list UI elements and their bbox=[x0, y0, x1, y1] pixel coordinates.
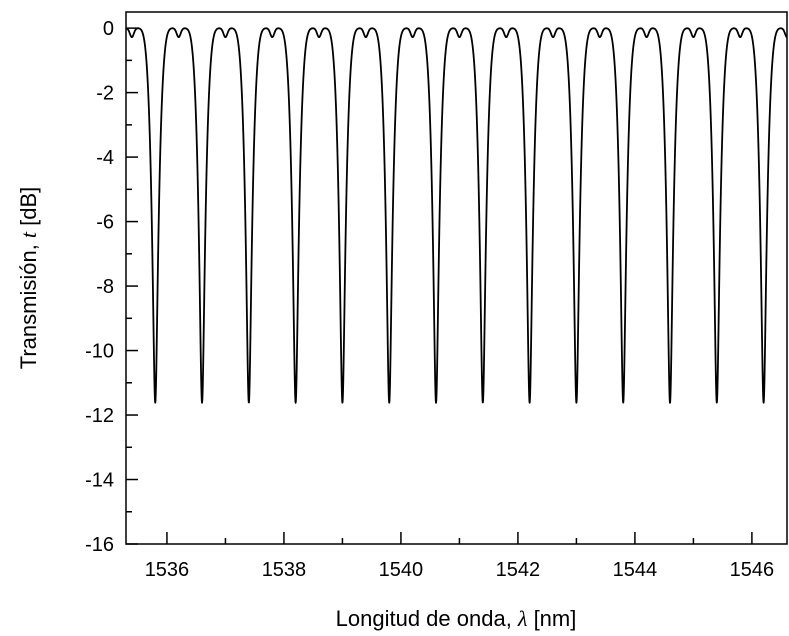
x-axis-title-text: Longitud de onda, bbox=[336, 606, 518, 631]
y-axis-title-unit: [dB] bbox=[16, 187, 41, 232]
y-axis-title: Transmisión, t [dB] bbox=[16, 187, 41, 370]
series-layer bbox=[125, 27, 788, 525]
y-tick-label: -14 bbox=[85, 470, 114, 492]
x-tick-label: 1536 bbox=[145, 559, 190, 581]
x-tick-label: 1542 bbox=[496, 559, 541, 581]
x-tick-label: 1546 bbox=[730, 559, 775, 581]
y-tick-label: -16 bbox=[85, 534, 114, 556]
y-tick-label: -6 bbox=[96, 212, 114, 234]
y-tick-label: -10 bbox=[85, 341, 114, 363]
transmission-series-line bbox=[125, 27, 788, 404]
x-tick-label: 1544 bbox=[613, 559, 658, 581]
plot-frame bbox=[125, 11, 788, 545]
y-tick-label: -12 bbox=[85, 405, 114, 427]
x-tick-label: 1538 bbox=[262, 559, 307, 581]
x-axis-title: Longitud de onda, λ [nm] bbox=[336, 606, 577, 631]
y-axis-title-text: Transmisión, bbox=[16, 238, 41, 369]
y-axis-title-symbol: t bbox=[16, 231, 41, 238]
y-tick-label: 0 bbox=[103, 18, 114, 40]
x-tick-label: 1540 bbox=[379, 559, 424, 581]
y-axis-tick-labels: 0 -2 -4 -6 -8 -10 -12 -14 -16 bbox=[85, 18, 114, 556]
x-axis-tick-labels: 1536 1538 1540 1542 1544 1546 bbox=[145, 559, 774, 581]
y-tick-label: -2 bbox=[96, 83, 114, 105]
x-axis-title-symbol: λ bbox=[517, 606, 528, 631]
y-tick-label: -8 bbox=[96, 276, 114, 298]
y-axis-ticks bbox=[126, 27, 138, 545]
x-axis-ticks bbox=[166, 532, 753, 544]
y-tick-label: -4 bbox=[96, 147, 114, 169]
x-axis-title-unit: [nm] bbox=[527, 606, 576, 631]
